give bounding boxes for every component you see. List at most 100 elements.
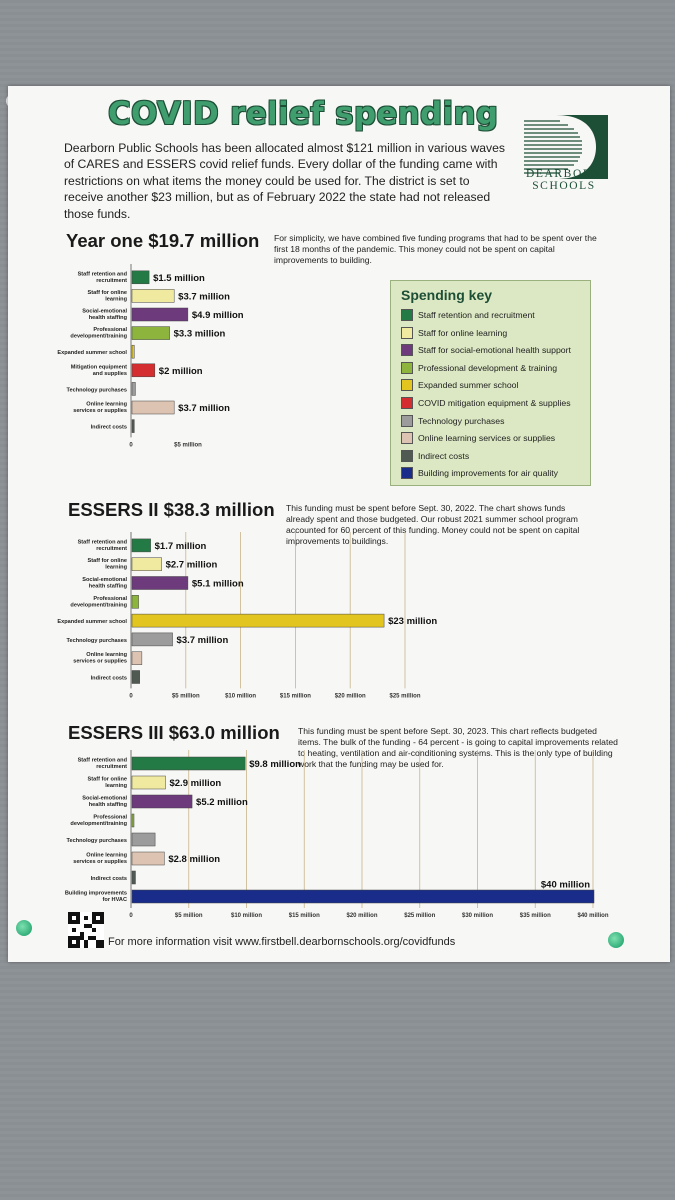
bar xyxy=(131,794,193,809)
data-label: $9.8 million xyxy=(249,759,301,770)
key-swatch xyxy=(401,397,413,409)
bar xyxy=(131,889,595,904)
category-label-line: Social-emotional xyxy=(82,796,127,802)
x-tick-label: 0 xyxy=(129,693,133,699)
data-label: $3.7 million xyxy=(177,635,229,646)
bar xyxy=(131,632,173,647)
data-label: $5.2 million xyxy=(196,797,248,808)
dearborn-schools-logo xyxy=(520,115,608,179)
category-label-line: development/training xyxy=(70,821,127,827)
x-tick-label: $5 million xyxy=(175,913,203,919)
key-label: Staff retention and recruitment xyxy=(418,310,535,320)
bar xyxy=(131,307,189,322)
data-label: $1.7 million xyxy=(155,541,207,552)
category-label: Expanded summer school xyxy=(57,350,127,356)
category-label: Staff retention and recruitment xyxy=(78,539,128,552)
logo-text: DEARBORN SCHOOLS xyxy=(516,168,612,192)
category-label: Professional development/training xyxy=(70,327,127,340)
bar xyxy=(131,756,246,771)
category-label-line: and supplies xyxy=(93,371,127,377)
key-label: Staff for online learning xyxy=(418,327,508,338)
category-label: Staff retention and recruitment xyxy=(78,271,128,284)
poster: COVID relief spending Dearborn Public Sc… xyxy=(8,86,670,962)
spending-key-title: Spending key xyxy=(401,287,493,303)
x-tick-label: $25 million xyxy=(404,913,435,919)
spending-key: Spending key Staff retention and recruit… xyxy=(390,280,591,486)
bar xyxy=(131,382,136,396)
key-item: Building improvements for air quality xyxy=(401,466,558,480)
key-item: Professional development & training xyxy=(401,361,557,375)
x-tick-label: $15 million xyxy=(280,693,311,699)
key-label: Online learning services or supplies xyxy=(418,433,556,444)
category-label-line: Indirect costs xyxy=(91,425,127,431)
category-label: Technology purchases xyxy=(66,387,127,393)
category-label-line: recruitment xyxy=(96,278,127,284)
category-label-line: recruitment xyxy=(96,764,127,770)
category-label-line: Technology purchases xyxy=(66,638,127,644)
bar xyxy=(131,557,162,571)
category-label: Indirect costs xyxy=(91,676,127,682)
category-label-line: learning xyxy=(105,565,127,571)
bar xyxy=(131,419,135,433)
section-desc-essers-iii: This funding must be spent before Sept. … xyxy=(298,726,618,769)
key-label: COVID mitigation equipment & supplies xyxy=(418,398,571,408)
key-item: Technology purchases xyxy=(401,414,504,428)
category-label-line: services or supplies xyxy=(73,659,127,665)
key-item: Staff for online learning xyxy=(401,326,507,340)
category-label: Professional development/training xyxy=(70,815,127,828)
key-item: Staff for social-emotional health suppor… xyxy=(401,343,571,357)
pushpin-bottom-left xyxy=(16,920,32,936)
category-label: Staff for online learning xyxy=(88,777,128,790)
data-label: $2 million xyxy=(159,366,203,377)
category-label-line: services or supplies xyxy=(73,859,127,865)
bar xyxy=(131,595,139,609)
category-label: Social-emotional health staffing xyxy=(82,309,127,322)
section-title-year-one: Year one $19.7 million xyxy=(66,230,260,251)
bar xyxy=(131,400,175,415)
x-tick-label: $30 million xyxy=(462,913,493,919)
x-tick-label: $40 million xyxy=(577,913,608,919)
category-label: Online learning services or supplies xyxy=(73,402,127,415)
data-label: $2.9 million xyxy=(169,778,221,789)
key-swatch xyxy=(401,414,413,427)
category-label-line: Expanded summer school xyxy=(57,619,127,625)
category-label: Online learning services or supplies xyxy=(73,853,127,866)
bar xyxy=(131,576,189,590)
poster-intro: Dearborn Public Schools has been allocat… xyxy=(64,141,506,221)
category-label-line: recruitment xyxy=(96,546,127,552)
category-label-line: learning xyxy=(105,296,127,302)
category-label-line: health staffing xyxy=(89,584,128,590)
category-label-line: Professional xyxy=(93,327,127,333)
category-label: Mitigation equipment and supplies xyxy=(71,364,127,377)
category-label-line: Technology purchases xyxy=(66,387,127,393)
logo-text-line-1: DEARBORN xyxy=(525,168,603,180)
category-label-line: Staff retention and xyxy=(78,758,128,764)
category-label: Indirect costs xyxy=(91,876,127,882)
section-title-essers-ii: ESSERS II $38.3 million xyxy=(68,499,275,520)
category-label: Building improvements for HVAC xyxy=(65,891,127,904)
key-item: Online learning services or supplies xyxy=(401,431,555,445)
key-swatch xyxy=(401,326,413,339)
category-label-line: Technology purchases xyxy=(66,838,127,844)
category-label: Technology purchases xyxy=(66,638,127,644)
bar xyxy=(131,651,143,665)
category-label-line: Staff retention and xyxy=(78,271,128,277)
category-label: Staff for online learning xyxy=(88,558,128,571)
category-label-line: learning xyxy=(105,783,127,789)
key-swatch xyxy=(401,309,413,321)
data-label: $5.1 million xyxy=(192,579,244,590)
category-label: Social-emotional health staffing xyxy=(82,796,127,809)
x-tick-label: 0 xyxy=(129,442,133,448)
section-title-essers-iii: ESSERS III $63.0 million xyxy=(68,722,280,743)
category-label-line: Staff for online xyxy=(88,290,127,296)
key-swatch xyxy=(401,361,413,374)
category-label: Professional development/training xyxy=(70,596,127,609)
bar xyxy=(131,870,136,885)
bar xyxy=(131,775,166,790)
x-tick-label: $10 million xyxy=(225,693,256,699)
section-desc-year-one: For simplicity, we have combined five fu… xyxy=(274,233,597,265)
poster-title: COVID relief spending xyxy=(108,96,499,132)
bar xyxy=(131,344,135,359)
data-label: $3.7 million xyxy=(178,291,230,302)
key-item: Staff retention and recruitment xyxy=(401,308,535,322)
